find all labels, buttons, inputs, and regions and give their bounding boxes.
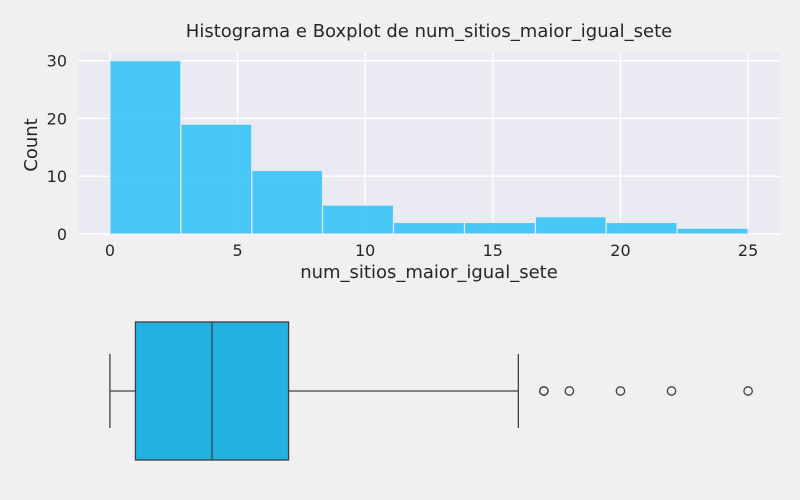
x-tick-label: 0: [105, 241, 115, 260]
boxplot-outlier: [743, 386, 753, 396]
histogram-bar: [321, 204, 395, 235]
histogram-bar: [251, 169, 324, 235]
y-tick-label: 10: [47, 167, 67, 186]
histogram-bar: [463, 221, 537, 235]
histogram-plot: 0 5 10 15 20 25 0 10 20 30 num_sitios_maior_igua…: [21, 52, 780, 283]
boxplot-outlier: [564, 386, 575, 396]
histogram-bar: [676, 227, 749, 235]
y-tick-label: 0: [57, 225, 67, 244]
histogram-bar: [534, 216, 607, 235]
boxplot-outlier: [615, 386, 626, 396]
chart-title: Histograma e Boxplot de num_sitios_maior…: [186, 21, 672, 42]
histogram-x-ticks: 0 5 10 15 20 25: [105, 241, 758, 260]
boxplot: [109, 321, 753, 461]
x-tick-label: 10: [355, 241, 375, 260]
y-tick-label: 30: [47, 52, 67, 71]
x-tick-label: 25: [738, 241, 758, 260]
histogram-bar: [180, 123, 253, 235]
histogram-bar: [605, 221, 678, 235]
histogram-bar: [109, 60, 182, 235]
histogram-bar: [392, 221, 466, 235]
x-tick-label: 15: [483, 241, 503, 260]
x-tick-label: 5: [232, 241, 242, 260]
boxplot-outlier: [539, 386, 549, 396]
x-tick-label: 20: [610, 241, 630, 260]
y-tick-label: 20: [47, 109, 67, 128]
y-axis-label: Count: [21, 118, 42, 171]
histogram-y-ticks: 0 10 20 30: [47, 52, 67, 244]
histogram-bars: [109, 60, 749, 235]
boxplot-outlier: [666, 386, 677, 396]
x-axis-label: num_sitios_maior_igual_sete: [300, 262, 558, 283]
